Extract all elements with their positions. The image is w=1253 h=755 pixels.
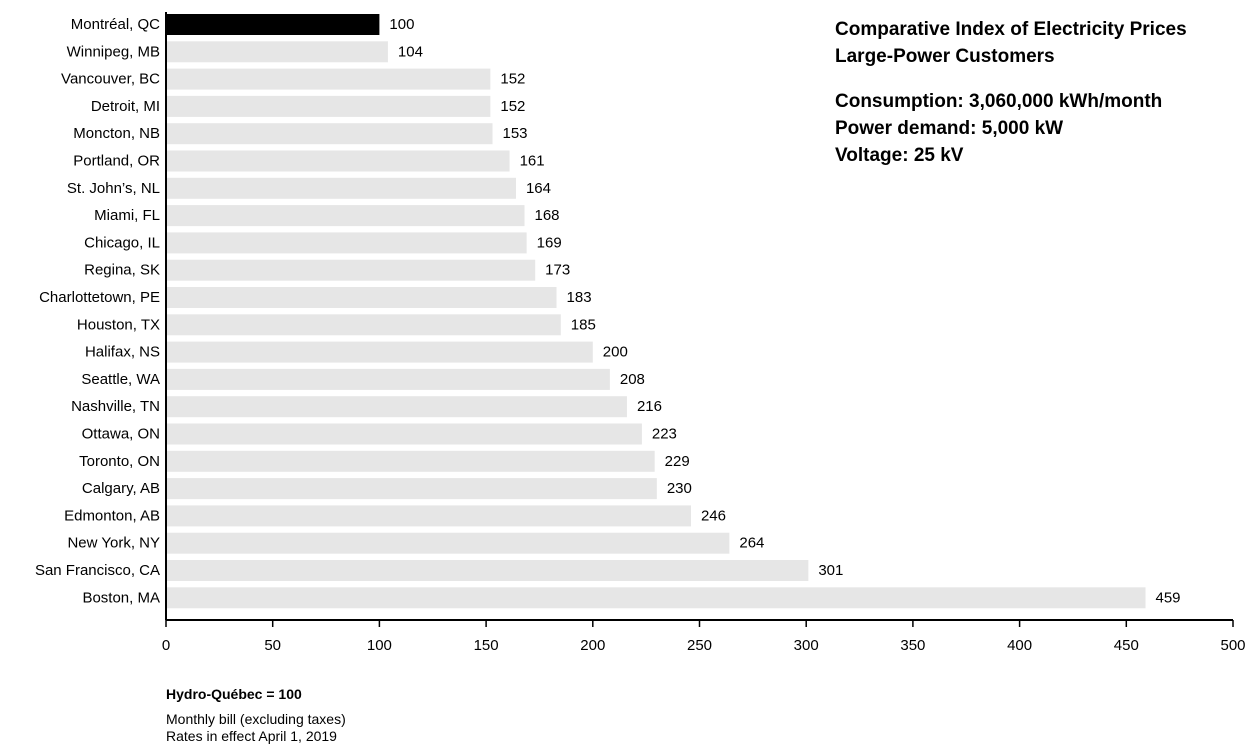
bar [166,532,730,554]
power-demand-spec: Power demand: 5,000 kW [835,118,1064,139]
category-label: Portland, OR [73,153,160,170]
value-label: 264 [739,535,764,552]
value-label: 246 [701,507,726,524]
chart-notes: Hydro-Québec = 100 Monthly bill (excludi… [166,686,346,745]
value-label: 301 [818,562,843,579]
bar [166,450,655,472]
value-label: 152 [500,98,525,115]
bar [166,314,561,336]
value-label: 216 [637,398,662,415]
x-tick-label: 350 [900,637,925,654]
monthly-bill-note: Monthly bill (excluding taxes) [166,711,346,727]
bar [166,505,691,527]
bar [166,259,536,281]
bar [166,587,1146,609]
x-tick-label: 300 [794,637,819,654]
category-label: Moncton, NB [73,125,160,142]
x-tick-label: 50 [264,637,281,654]
category-label: Edmonton, AB [64,507,160,524]
value-label: 208 [620,371,645,388]
index-base-note: Hydro-Québec = 100 [166,686,302,702]
rates-date-note: Rates in effect April 1, 2019 [166,728,337,744]
bar [166,41,388,63]
category-label: Detroit, MI [91,98,160,115]
value-label: 223 [652,426,677,443]
category-label: Chicago, IL [84,234,160,251]
category-label: Nashville, TN [71,398,160,415]
value-label: 168 [535,207,560,224]
bar [166,560,809,581]
x-tick-label: 500 [1220,637,1245,654]
bar-chart: Montréal, QC 100 Winnipeg, MB 104 Vancouver,… [35,12,1246,654]
category-label: Halifax, NS [85,344,160,361]
value-label: 200 [603,344,628,361]
category-label: Boston, MA [82,589,160,606]
value-label: 229 [665,453,690,470]
voltage-spec: Voltage: 25 kV [835,145,964,166]
x-tick-label: 0 [162,637,170,654]
x-tick-label: 200 [580,637,605,654]
value-label: 183 [567,289,592,306]
chart-title-line2: Large-Power Customers [835,46,1055,67]
category-label: Charlottetown, PE [39,289,160,306]
value-label: 185 [571,316,596,333]
category-label: New York, NY [67,535,160,552]
chart-info-block: Comparative Index of Electricity Prices … [835,16,1187,169]
x-tick-label: 100 [367,637,392,654]
category-label: Seattle, WA [81,371,160,388]
x-tick-label: 450 [1114,637,1139,654]
category-label: San Francisco, CA [35,562,160,579]
category-label: Calgary, AB [82,480,160,497]
bar [166,368,610,390]
bar [166,150,510,172]
bar [166,205,525,227]
value-label: 164 [526,180,551,197]
value-label: 161 [520,153,545,170]
x-tick-label: 400 [1007,637,1032,654]
bar [166,68,491,90]
bar [166,396,627,418]
category-label: Houston, TX [77,316,160,333]
value-label: 173 [545,262,570,279]
bar [166,123,493,145]
spacer [835,70,1187,88]
category-label: St. John’s, NL [67,180,160,197]
value-label: 104 [398,43,423,60]
category-label: Toronto, ON [79,453,160,470]
value-label: 100 [389,16,414,33]
value-label: 152 [500,71,525,88]
chart-title-line1: Comparative Index of Electricity Prices [835,19,1187,40]
category-label: Regina, SK [84,262,160,279]
bar [166,287,557,308]
value-label: 169 [537,234,562,251]
bar [166,232,527,254]
bar [166,177,516,199]
category-label: Miami, FL [94,207,160,224]
bar [166,341,593,363]
category-label: Montréal, QC [71,16,160,33]
value-label: 459 [1156,589,1181,606]
consumption-spec: Consumption: 3,060,000 kWh/month [835,91,1163,112]
x-tick-label: 150 [474,637,499,654]
category-label: Winnipeg, MB [67,43,160,60]
value-label: 153 [503,125,528,142]
bar [166,478,657,500]
bar [166,423,642,445]
bar [166,14,380,35]
bar [166,95,491,117]
category-label: Ottawa, ON [82,426,160,443]
category-label: Vancouver, BC [61,71,160,88]
x-tick-label: 250 [687,637,712,654]
value-label: 230 [667,480,692,497]
